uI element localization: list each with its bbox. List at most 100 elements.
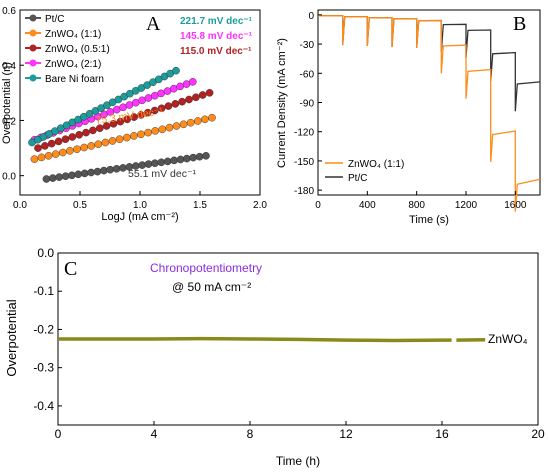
data-point xyxy=(41,142,49,150)
data-point xyxy=(47,139,56,148)
panel-c-x-tick-label: 20 xyxy=(531,427,545,441)
data-point xyxy=(176,82,184,91)
data-point xyxy=(192,93,200,102)
panel-c-y-tick-label: -0.1 xyxy=(33,284,54,298)
legend-entry-znwo4-2-1: ZnWO₄ (2:1) xyxy=(25,59,101,70)
data-point xyxy=(193,117,202,125)
panel-b-label: B xyxy=(513,13,526,35)
panel-c-ticks: 0 4 8 12 16 20 0.0 -0.1 -0.2 -0.3 -0.4 xyxy=(33,246,545,441)
data-point xyxy=(151,127,159,135)
data-point xyxy=(143,108,152,117)
data-point xyxy=(80,143,88,152)
data-point xyxy=(61,135,70,143)
series-line-pt-c xyxy=(318,15,541,112)
legend-entry-znwo4-1-1: ZnWO₄ (1:1) xyxy=(25,29,101,40)
data-point xyxy=(73,145,81,153)
series-line-znwo-1-1 xyxy=(318,15,541,212)
data-point xyxy=(172,122,181,130)
data-point xyxy=(44,151,53,160)
legend-entry-b-pt-c: Pt/C xyxy=(325,173,367,184)
panel-c-x-tick-label: 0 xyxy=(55,427,62,441)
panel-b-x-tick-label: 800 xyxy=(408,200,425,211)
annotation-slope-znwo4-0-5-1: 115.0 mV dec⁻¹ xyxy=(180,46,252,57)
data-point xyxy=(137,111,145,119)
panel-a-x-tick-label: 0.0 xyxy=(13,200,27,211)
panel-a-label: A xyxy=(146,13,161,35)
panel-b-ylabel: Current Density (mA cm⁻²) xyxy=(276,38,288,168)
panel-a-y-tick-label: 0.0 xyxy=(2,172,16,183)
data-point xyxy=(179,120,188,129)
data-point xyxy=(144,160,153,168)
panel-c-x-tick-label: 12 xyxy=(339,427,353,441)
annotation-chronopotentiometry: Chronopotentiometry xyxy=(150,261,262,275)
data-point xyxy=(96,124,104,132)
data-point xyxy=(125,101,134,109)
data-point xyxy=(172,66,180,75)
data-point xyxy=(82,128,90,137)
data-point xyxy=(185,95,193,104)
data-point xyxy=(116,117,125,126)
legend-entry-b-znwo4-1-1: ZnWO₄ (1:1) xyxy=(325,159,404,170)
panel-a-ticks: 0.0 0.5 1.0 1.5 2.0 0.0 0.2 0.4 0.6 xyxy=(2,6,267,211)
data-point xyxy=(54,137,63,146)
data-point xyxy=(202,151,210,160)
data-point xyxy=(80,169,89,178)
panel-b-y-tick-label: -120 xyxy=(294,128,314,139)
panel-b-y-tick-label: 0 xyxy=(308,11,314,22)
data-point xyxy=(137,130,145,139)
panel-c-y-tick-label: 0.0 xyxy=(37,246,54,260)
legend-entry-pt-c: Pt/C xyxy=(25,14,64,25)
data-point xyxy=(157,158,166,167)
data-point xyxy=(42,175,51,183)
panel-c-x-tick-label: 8 xyxy=(247,427,254,441)
panel-b-series-group xyxy=(318,15,541,212)
series-znwo-1-1 xyxy=(30,113,216,163)
panel-b-x-tick-label: 1600 xyxy=(504,200,527,211)
series-line-znwo-segment-1 xyxy=(58,336,452,343)
annotation-slope-pt-c: 55.1 mV dec⁻¹ xyxy=(128,168,196,180)
data-point xyxy=(164,102,173,110)
panel-a-ylabel: Overpotential (η) xyxy=(1,62,13,144)
panel-b-xlabel: Time (s) xyxy=(409,214,449,226)
series-znwo-0-5-1 xyxy=(34,89,214,152)
panel-c: 0 4 8 12 16 20 0.0 -0.1 -0.2 -0.3 -0.4 C Chronopot… xyxy=(4,246,545,468)
data-point xyxy=(195,152,204,161)
data-point xyxy=(157,89,165,98)
data-point xyxy=(176,155,185,164)
data-point xyxy=(61,172,70,180)
panel-a-y-tick-label: 0.2 xyxy=(2,116,16,127)
data-point xyxy=(101,138,110,147)
panel-b-legend: ZnWO₄ (1:1) Pt/C xyxy=(325,159,404,184)
data-point xyxy=(112,164,121,173)
panel-c-y-tick-label: -0.2 xyxy=(33,322,54,336)
data-point xyxy=(94,140,103,148)
data-point xyxy=(123,115,131,124)
data-point xyxy=(115,135,124,143)
data-point xyxy=(74,170,83,179)
legend-label-znwo4-1-1: ZnWO₄ (1:1) xyxy=(45,29,101,40)
data-point xyxy=(144,94,153,102)
panel-c-xlabel: Time (h) xyxy=(276,454,320,468)
panel-c-ylabel: Overpotential xyxy=(4,299,19,376)
data-point xyxy=(188,78,197,86)
panel-a-x-tick-label: 1.0 xyxy=(133,200,147,211)
data-point xyxy=(171,100,180,108)
legend-entry-znwo4-0-5-1: ZnWO₄ (0.5:1) xyxy=(25,44,110,55)
panel-a-xlabel: LogJ (mA cm⁻²) xyxy=(101,211,178,223)
panel-b-y-tick-label: -60 xyxy=(300,69,315,80)
data-point xyxy=(189,153,197,162)
panel-a-legend: Pt/C ZnWO₄ (1:1) ZnWO₄ (0.5:1) ZnWO₄ (2:… xyxy=(25,14,110,85)
data-point xyxy=(119,164,127,172)
legend-label-b-pt-c: Pt/C xyxy=(348,173,367,184)
data-point xyxy=(182,154,191,163)
legend-label-bare-ni-foam: Bare Ni foarn xyxy=(45,74,104,85)
data-point xyxy=(106,165,114,174)
annotation-current-density: @ 50 mA cm⁻² xyxy=(172,280,251,294)
data-point xyxy=(34,144,42,152)
panel-c-series-group xyxy=(58,336,486,343)
data-point xyxy=(68,171,76,180)
data-point xyxy=(178,97,186,106)
data-point xyxy=(186,118,195,127)
